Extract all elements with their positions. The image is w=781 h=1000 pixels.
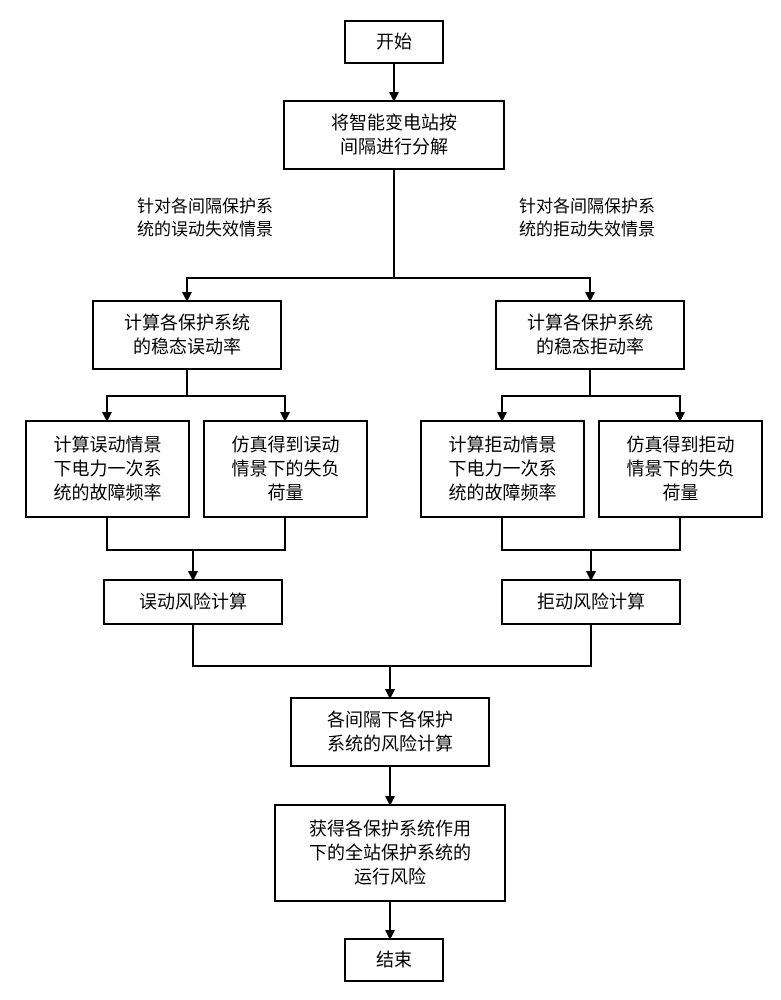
node-rr: 仿真得到拒动 情景下的失负 荷量 bbox=[598, 420, 763, 518]
node-lr: 仿真得到误动 情景下的失负 荷量 bbox=[203, 420, 368, 518]
node-rl: 计算拒动情景 下电力一次系 统的故障频率 bbox=[420, 420, 585, 518]
node-end: 结束 bbox=[344, 938, 444, 982]
node-bay-risk: 各间隔下各保护 系统的风险计算 bbox=[290, 697, 490, 767]
branch-label-right: 针对各间隔保护系 统的拒动失效情景 bbox=[472, 196, 702, 256]
node-right-risk: 拒动风险计算 bbox=[501, 579, 681, 625]
branch-label-left: 针对各间隔保护系 统的误动失效情景 bbox=[90, 196, 320, 256]
flowchart-canvas: 开始 将智能变电站按 间隔进行分解 针对各间隔保护系 统的误动失效情景 针对各间… bbox=[0, 0, 781, 1000]
node-station-risk: 获得各保护系统作用 下的全站保护系统的 运行风险 bbox=[274, 804, 506, 902]
node-left-risk: 误动风险计算 bbox=[103, 579, 283, 625]
node-left-calc: 计算各保护系统 的稳态误动率 bbox=[92, 300, 282, 370]
node-ll: 计算误动情景 下电力一次系 统的故障频率 bbox=[25, 420, 190, 518]
node-start: 开始 bbox=[344, 20, 444, 64]
node-decompose: 将智能变电站按 间隔进行分解 bbox=[283, 100, 505, 170]
node-right-calc: 计算各保护系统 的稳态拒动率 bbox=[495, 300, 685, 370]
